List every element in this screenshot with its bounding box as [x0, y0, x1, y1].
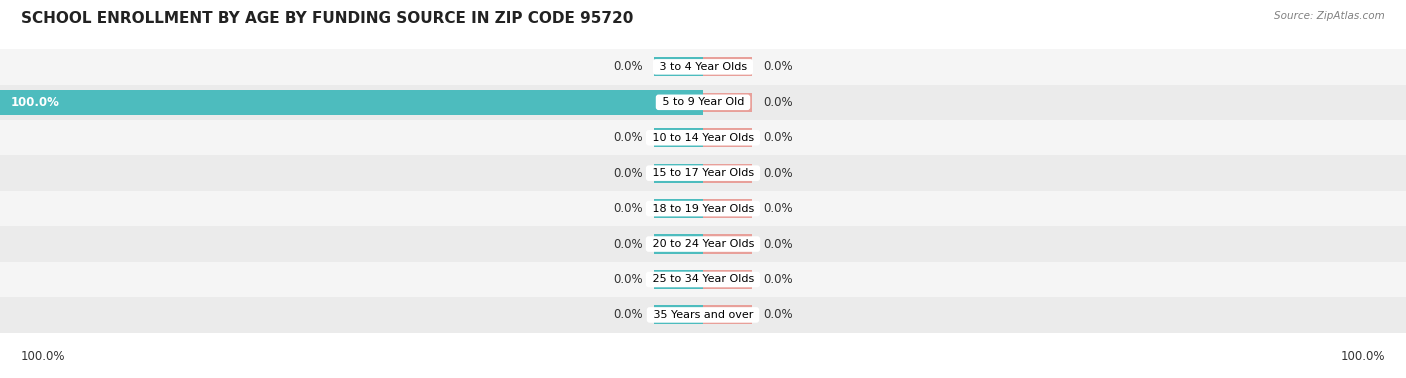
Text: 0.0%: 0.0%	[762, 96, 793, 109]
Bar	[0, 85, 1406, 120]
Text: 25 to 34 Year Olds: 25 to 34 Year Olds	[648, 274, 758, 285]
Text: 18 to 19 Year Olds: 18 to 19 Year Olds	[648, 204, 758, 214]
Bar	[654, 305, 703, 324]
Text: 0.0%: 0.0%	[762, 273, 793, 286]
Bar	[703, 234, 752, 254]
Bar	[0, 155, 1406, 191]
Bar	[654, 57, 703, 76]
Text: 0.0%: 0.0%	[613, 273, 644, 286]
Text: 0.0%: 0.0%	[762, 202, 793, 215]
Bar	[654, 93, 703, 112]
Bar	[654, 128, 703, 147]
Text: 0.0%: 0.0%	[613, 308, 644, 321]
Text: 0.0%: 0.0%	[762, 167, 793, 180]
Text: 0.0%: 0.0%	[762, 237, 793, 251]
Bar	[654, 270, 703, 289]
Text: 100.0%: 100.0%	[21, 350, 66, 363]
Text: SCHOOL ENROLLMENT BY AGE BY FUNDING SOURCE IN ZIP CODE 95720: SCHOOL ENROLLMENT BY AGE BY FUNDING SOUR…	[21, 11, 634, 26]
Bar	[703, 128, 752, 147]
Bar	[0, 226, 1406, 262]
Text: 0.0%: 0.0%	[613, 202, 644, 215]
Text: 0.0%: 0.0%	[613, 131, 644, 144]
Text: 5 to 9 Year Old: 5 to 9 Year Old	[658, 97, 748, 107]
Text: 0.0%: 0.0%	[613, 60, 644, 73]
Text: 100.0%: 100.0%	[1340, 350, 1385, 363]
Bar	[654, 234, 703, 254]
Bar	[703, 270, 752, 289]
Text: 3 to 4 Year Olds: 3 to 4 Year Olds	[655, 62, 751, 72]
Text: 20 to 24 Year Olds: 20 to 24 Year Olds	[648, 239, 758, 249]
Text: 100.0%: 100.0%	[10, 96, 59, 109]
Text: Source: ZipAtlas.com: Source: ZipAtlas.com	[1274, 11, 1385, 21]
Text: 0.0%: 0.0%	[613, 167, 644, 180]
Bar	[0, 262, 1406, 297]
Bar	[654, 199, 703, 218]
Text: 35 Years and over: 35 Years and over	[650, 310, 756, 320]
Text: 0.0%: 0.0%	[762, 308, 793, 321]
Bar	[0, 120, 1406, 155]
Text: 15 to 17 Year Olds: 15 to 17 Year Olds	[648, 168, 758, 178]
Bar	[703, 57, 752, 76]
Text: 0.0%: 0.0%	[762, 131, 793, 144]
Bar	[703, 305, 752, 324]
Bar	[703, 199, 752, 218]
Bar	[0, 191, 1406, 226]
Text: 0.0%: 0.0%	[613, 237, 644, 251]
Bar	[0, 297, 1406, 333]
Bar	[0, 49, 1406, 85]
Bar	[654, 164, 703, 183]
Text: 10 to 14 Year Olds: 10 to 14 Year Olds	[648, 133, 758, 143]
Bar	[703, 93, 752, 112]
Text: 0.0%: 0.0%	[762, 60, 793, 73]
Bar	[0, 90, 703, 115]
Bar	[703, 164, 752, 183]
